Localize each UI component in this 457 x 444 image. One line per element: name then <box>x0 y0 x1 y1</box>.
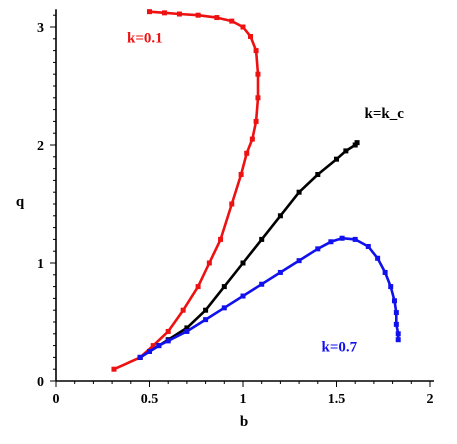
y-tick-label: 2 <box>37 139 44 154</box>
series-point-0 <box>150 343 156 349</box>
series-point-1 <box>343 148 349 154</box>
axes: 0 0.5 1 1.5 2 0 1 2 3 <box>37 9 434 407</box>
series-point-2 <box>147 349 152 354</box>
series-annotation-0: k=0.1 <box>127 30 163 46</box>
series-point-0 <box>218 236 224 242</box>
y-tick-label: 3 <box>37 21 44 36</box>
series-point-2 <box>339 235 345 241</box>
series-point-2 <box>240 293 246 299</box>
series-point-0 <box>214 15 220 21</box>
series-point-0 <box>176 11 182 17</box>
series-annotation-1: k=k_c <box>365 106 405 122</box>
series-point-2 <box>391 298 397 304</box>
series-point-0 <box>147 9 152 15</box>
series-point-2 <box>352 236 358 242</box>
series-point-1 <box>203 307 209 313</box>
series-point-2 <box>203 317 209 323</box>
series-point-2 <box>137 354 143 360</box>
series-annotation-2: k=0.7 <box>322 340 358 356</box>
series-point-2 <box>221 305 227 311</box>
series-point-0 <box>255 95 261 101</box>
series-point-1 <box>259 236 265 242</box>
y-axis-label: q <box>16 194 25 210</box>
series-point-1 <box>354 140 360 146</box>
series-point-0 <box>165 328 171 334</box>
series-point-2 <box>277 269 283 275</box>
series-point-0 <box>249 136 255 142</box>
series-point-0 <box>195 284 201 290</box>
x-tick-label: 1.5 <box>328 392 346 407</box>
series-point-0 <box>247 33 253 39</box>
series-point-1 <box>277 213 283 219</box>
series-point-2 <box>156 343 162 349</box>
series-point-0 <box>195 12 201 18</box>
series-point-2 <box>375 255 381 261</box>
series-point-2 <box>395 331 401 337</box>
series-point-1 <box>184 325 190 331</box>
x-tick-label: 0.5 <box>141 392 159 407</box>
series-point-1 <box>315 172 321 177</box>
series-point-0 <box>238 172 244 177</box>
y-tick-label: 1 <box>37 257 44 272</box>
series-point-1 <box>334 156 339 162</box>
series-point-2 <box>184 328 190 334</box>
series-point-2 <box>395 337 401 343</box>
series-point-0 <box>180 307 186 313</box>
x-tick-label: 0 <box>53 392 60 407</box>
series-point-2 <box>296 258 302 264</box>
series-point-0 <box>255 71 261 77</box>
series-point-2 <box>315 246 321 252</box>
series-point-2 <box>165 338 171 344</box>
series-point-0 <box>253 118 259 124</box>
series-point-0 <box>111 366 117 372</box>
series-point-0 <box>161 10 167 16</box>
series-point-1 <box>296 189 302 195</box>
x-axis-label: b <box>240 414 248 430</box>
series-point-1 <box>221 284 227 290</box>
series-point-2 <box>388 284 394 290</box>
series-point-0 <box>229 201 235 207</box>
y-tick-label: 0 <box>37 375 44 390</box>
series-point-2 <box>393 321 399 327</box>
series-point-1 <box>240 260 246 266</box>
series-point-0 <box>244 150 250 156</box>
x-tick-label: 1 <box>240 392 247 407</box>
series-point-2 <box>365 243 371 249</box>
series-point-0 <box>206 260 212 266</box>
series-point-2 <box>382 269 388 275</box>
series-line-2 <box>139 236 400 359</box>
series-point-0 <box>240 24 246 30</box>
series-layer <box>111 9 401 372</box>
series-point-2 <box>393 310 399 316</box>
series-point-0 <box>253 48 259 54</box>
x-tick-label: 2 <box>427 392 434 407</box>
series-point-2 <box>328 239 334 245</box>
series-line-0 <box>113 10 260 371</box>
labels-layer: k=0.1 k=k_c k=0.7 <box>127 30 404 355</box>
series-point-0 <box>229 18 235 24</box>
series-point-2 <box>259 281 265 287</box>
